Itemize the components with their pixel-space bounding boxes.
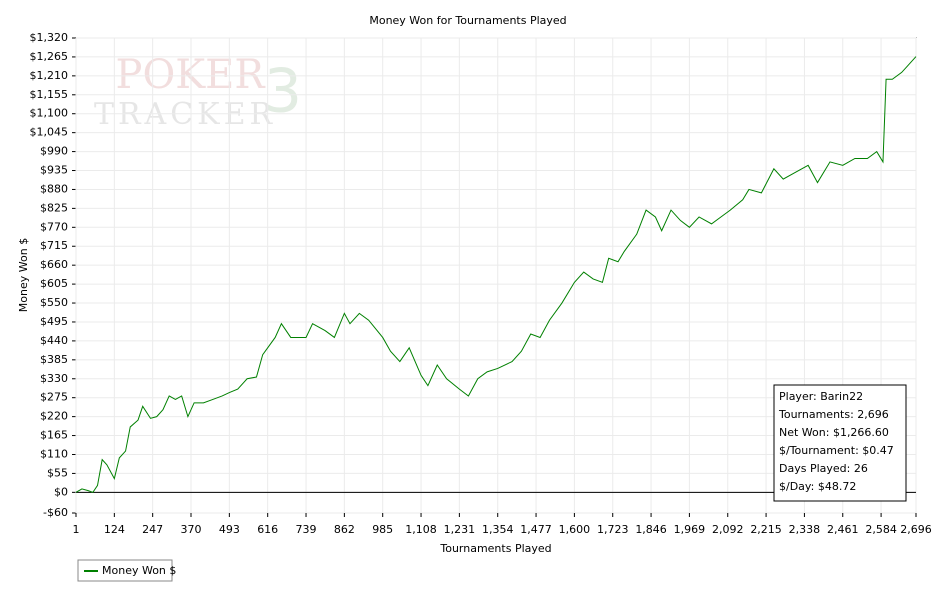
y-tick-label: $330 xyxy=(40,372,68,385)
y-tick-label: $990 xyxy=(40,145,68,158)
stats-line: Tournaments: 2,696 xyxy=(778,408,889,421)
stats-line: Days Played: 26 xyxy=(779,462,868,475)
y-axis-label: Money Won $ xyxy=(17,238,30,312)
x-tick-label: 1,723 xyxy=(597,523,629,536)
x-tick-label: 370 xyxy=(181,523,202,536)
y-tick-label: $1,100 xyxy=(30,107,69,120)
y-tick-label: $110 xyxy=(40,447,68,460)
x-axis-label: Tournaments Played xyxy=(439,542,551,555)
y-tick-label: $1,320 xyxy=(30,31,69,44)
x-tick-label: 1 xyxy=(73,523,80,536)
stats-line: Player: Barin22 xyxy=(779,390,863,403)
x-tick-label: 2,584 xyxy=(865,523,897,536)
x-tick-label: 1,477 xyxy=(520,523,552,536)
x-tick-label: 1,354 xyxy=(482,523,514,536)
y-tick-label: $385 xyxy=(40,353,68,366)
x-tick-label: 1,231 xyxy=(444,523,476,536)
y-tick-label: $935 xyxy=(40,164,68,177)
stats-line: $/Day: $48.72 xyxy=(779,480,856,493)
y-tick-label: $1,210 xyxy=(30,69,69,82)
x-tick-label: 2,092 xyxy=(712,523,744,536)
y-tick-label: $1,045 xyxy=(30,126,69,139)
x-tick-label: 124 xyxy=(104,523,125,536)
x-tick-label: 616 xyxy=(257,523,278,536)
legend-label: Money Won $ xyxy=(102,564,176,577)
y-tick-label: $0 xyxy=(54,485,68,498)
y-tick-label: $880 xyxy=(40,182,68,195)
y-tick-label: $440 xyxy=(40,334,68,347)
y-tick-label: $825 xyxy=(40,201,68,214)
data-line xyxy=(75,56,917,493)
y-tick-label: $605 xyxy=(40,277,68,290)
y-tick-label: $220 xyxy=(40,410,68,423)
x-tick-label: 247 xyxy=(142,523,163,536)
x-tick-label: 1,969 xyxy=(674,523,706,536)
y-tick-label: $550 xyxy=(40,296,68,309)
x-tick-label: 2,338 xyxy=(789,523,821,536)
watermark: 3 xyxy=(264,57,302,127)
stats-line: Net Won: $1,266.60 xyxy=(779,426,889,439)
x-tick-label: 1,600 xyxy=(559,523,591,536)
y-tick-label: $495 xyxy=(40,315,68,328)
y-tick-label: $715 xyxy=(40,239,68,252)
x-tick-label: 1,108 xyxy=(405,523,437,536)
x-tick-label: 1,846 xyxy=(635,523,667,536)
x-tick-label: 739 xyxy=(296,523,317,536)
y-tick-label: $1,265 xyxy=(30,50,69,63)
x-tick-label: 2,696 xyxy=(900,523,932,536)
x-tick-label: 2,461 xyxy=(827,523,859,536)
y-tick-label: $770 xyxy=(40,220,68,233)
x-tick-label: 862 xyxy=(334,523,355,536)
stats-line: $/Tournament: $0.47 xyxy=(779,444,894,457)
y-tick-label: $165 xyxy=(40,429,68,442)
x-tick-label: 493 xyxy=(219,523,240,536)
chart-title: Money Won for Tournaments Played xyxy=(369,14,566,27)
y-tick-label: -$60 xyxy=(43,506,68,519)
x-tick-label: 985 xyxy=(372,523,393,536)
x-tick-label: 2,215 xyxy=(750,523,782,536)
y-tick-label: $660 xyxy=(40,258,68,271)
legend xyxy=(77,559,173,582)
y-tick-label: $55 xyxy=(47,466,68,479)
watermark: TRACKER xyxy=(94,97,276,132)
y-tick-label: $1,155 xyxy=(30,88,69,101)
stats-box xyxy=(773,384,907,502)
y-tick-label: $275 xyxy=(40,391,68,404)
